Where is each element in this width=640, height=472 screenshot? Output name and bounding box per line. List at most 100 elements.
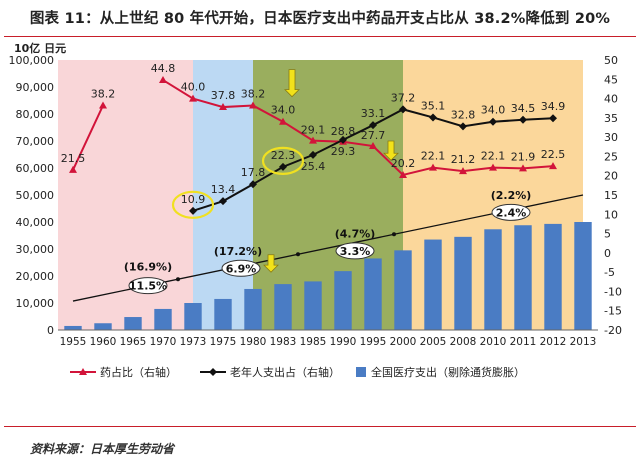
highlight-circle-1 xyxy=(261,146,305,175)
left-tick-label: 0 xyxy=(47,324,54,337)
left-tick-label: 80,000 xyxy=(16,108,55,121)
elderly-ratio-label-1973: 10.9 xyxy=(181,193,206,206)
right-tick-label: -15 xyxy=(604,305,622,318)
title-divider xyxy=(4,36,636,37)
bar-2008 xyxy=(454,236,472,330)
elderly-ratio-point-2011 xyxy=(519,115,527,124)
elderly-ratio-point-1983 xyxy=(279,162,287,171)
x-tick-label: 1990 xyxy=(330,336,357,348)
x-tick-label: 1955 xyxy=(60,336,87,348)
drug-ratio-point-1975 xyxy=(219,103,227,111)
drug-ratio-point-1955 xyxy=(69,165,77,173)
elderly-ratio-label-2011: 34.5 xyxy=(511,102,536,115)
x-tick-label: 1970 xyxy=(150,336,177,348)
drug-ratio-label-1955: 21.5 xyxy=(61,152,86,165)
right-tick-label: -20 xyxy=(604,324,622,337)
drug-ratio-point-1973 xyxy=(189,94,197,102)
right-tick-label: 0 xyxy=(604,247,611,260)
bar-1960 xyxy=(94,323,112,330)
left-tick-label: 60,000 xyxy=(16,162,55,175)
chart-title-bar: 图表 11：从上世纪 80 年代开始，日本医疗支出中药品开支占比从 38.2%降… xyxy=(0,0,640,34)
drug-ratio-point-1960 xyxy=(99,101,107,109)
growth-label-5: 3.3% xyxy=(340,245,371,258)
drug-ratio-label-1973: 40.0 xyxy=(181,81,206,94)
elderly-ratio-label-2005: 35.1 xyxy=(421,99,446,112)
left-tick-label: 50,000 xyxy=(16,189,55,202)
elderly-ratio-label-1980: 17.8 xyxy=(241,166,266,179)
bar-1965 xyxy=(124,317,142,330)
source-note: 资料来源：日本厚生劳动省 xyxy=(30,442,175,456)
highlight-circle-0 xyxy=(171,190,215,219)
left-tick-label: 10,000 xyxy=(16,297,55,310)
left-tick-label: 90,000 xyxy=(16,81,55,94)
drug-ratio-point-1983 xyxy=(279,117,287,125)
bar-2013 xyxy=(574,222,592,330)
growth-label-2: (17.2%) xyxy=(214,245,262,258)
right-tick-label: 10 xyxy=(604,208,618,221)
bar-1983 xyxy=(274,284,292,330)
chart-title: 图表 11：从上世纪 80 年代开始，日本医疗支出中药品开支占比从 38.2%降… xyxy=(29,10,611,27)
elderly-ratio-point-1973 xyxy=(189,206,197,215)
drug-ratio-point-1985 xyxy=(309,136,317,144)
elderly-ratio-point-1995 xyxy=(369,121,377,130)
right-tick-label: 25 xyxy=(604,150,618,163)
drug-ratio-label-1960: 38.2 xyxy=(91,88,116,101)
bar-1990 xyxy=(334,271,352,330)
bar-1975 xyxy=(214,298,232,330)
x-tick-label: 2000 xyxy=(390,336,417,348)
right-tick-label: 40 xyxy=(604,93,618,106)
growth-label-7: 2.4% xyxy=(496,206,527,219)
growth-label-1: 11.5% xyxy=(129,280,167,293)
elderly-ratio-label-2000: 37.2 xyxy=(391,91,416,104)
elderly-ratio-point-1975 xyxy=(219,197,227,206)
drug-ratio-point-2008 xyxy=(459,167,467,175)
right-tick-label: -10 xyxy=(604,285,622,298)
x-tick-label: 1995 xyxy=(360,336,387,348)
drug-ratio-label-2012: 22.5 xyxy=(541,148,566,161)
elderly-ratio-label-1985: 25.4 xyxy=(301,160,326,173)
legend-item-drug-ratio: 药占比（右轴） xyxy=(70,364,177,380)
growth-label-0: (16.9%) xyxy=(124,260,172,273)
left-tick-label: 100,000 xyxy=(9,54,55,67)
drug-ratio-label-1975: 37.8 xyxy=(211,89,236,102)
drug-ratio-point-1970 xyxy=(159,76,167,84)
drug-ratio-point-2011 xyxy=(519,164,527,172)
growth-label-4: (4.7%) xyxy=(335,228,376,241)
drug-ratio-label-2005: 22.1 xyxy=(421,150,446,163)
elderly-ratio-point-2012 xyxy=(549,114,557,123)
left-tick-label: 40,000 xyxy=(16,216,55,229)
growth-oval-5 xyxy=(335,242,375,260)
elderly-ratio-label-2008: 32.8 xyxy=(451,108,476,121)
drug-ratio-label-1995: 27.7 xyxy=(361,129,386,142)
legend-item-elderly-ratio: 老年人支出占（右轴） xyxy=(200,364,340,380)
drug-ratio-label-1990: 28.8 xyxy=(331,125,356,138)
drug-ratio-label-1983: 34.0 xyxy=(271,104,296,117)
drug-ratio-label-2010: 22.1 xyxy=(481,150,506,163)
elderly-ratio-point-2000 xyxy=(399,105,407,114)
legend: 药占比（右轴） 老年人支出占（右轴） 全国医疗支出（剔除通货膨胀） xyxy=(0,360,640,382)
x-tick-label: 1980 xyxy=(240,336,267,348)
drug-ratio-line xyxy=(72,79,554,177)
down-arrow-icon-1 xyxy=(284,69,300,98)
bar-1955 xyxy=(64,325,82,330)
drug-ratio-point-2010 xyxy=(489,163,497,171)
drug-ratio-label-1980: 38.2 xyxy=(241,88,266,101)
left-tick-label: 20,000 xyxy=(16,270,55,283)
x-tick-label: 1965 xyxy=(120,336,147,348)
growth-label-6: (2.2%) xyxy=(491,189,532,202)
elderly-ratio-label-1983: 22.3 xyxy=(271,149,296,162)
legend-label-drug-ratio: 药占比（右轴） xyxy=(100,366,177,379)
legend-label-medical-spend: 全国医疗支出（剔除通货膨胀） xyxy=(371,366,525,379)
right-tick-label: 45 xyxy=(604,73,618,86)
right-tick-label: 15 xyxy=(604,189,618,202)
elderly-ratio-label-1975: 13.4 xyxy=(211,183,236,196)
x-tick-label: 2005 xyxy=(420,336,447,348)
x-tick-label: 2008 xyxy=(450,336,477,348)
chart-svg: 10亿 日元 0 10,000 20,000 30,000 40,000 50,000 60,… xyxy=(9,41,622,348)
bar-1995 xyxy=(364,258,382,330)
elderly-ratio-point-2008 xyxy=(459,122,467,131)
trend-marker-0 xyxy=(176,277,180,282)
footer-divider xyxy=(4,426,636,427)
x-tick-label: 2013 xyxy=(570,336,597,348)
bar-1985 xyxy=(304,281,322,330)
